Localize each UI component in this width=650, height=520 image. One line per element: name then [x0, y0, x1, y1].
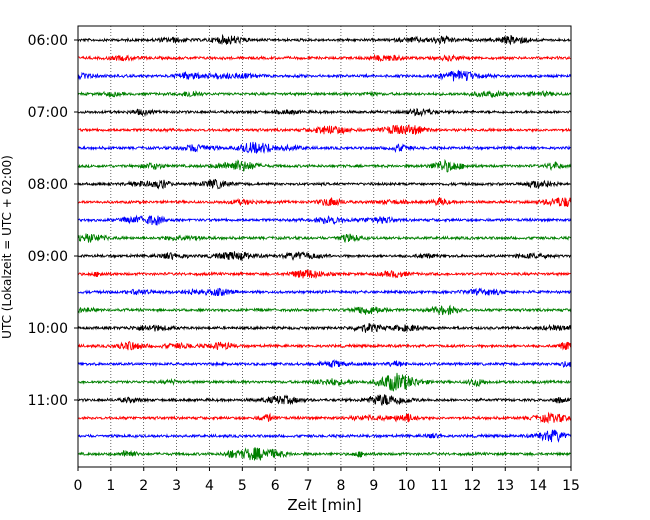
y-tick-label: 11:00 — [28, 393, 68, 409]
seismic-trace-0700 — [77, 107, 572, 118]
x-tick-label: 9 — [369, 478, 378, 494]
seismic-trace-0815 — [77, 197, 572, 207]
x-tick-label: 12 — [463, 478, 481, 494]
x-tick-label: 2 — [139, 478, 148, 494]
seismic-trace-1115 — [77, 411, 572, 424]
y-axis-ticks: 06:00 07:00 08:00 09:00 10:00 11:00 — [28, 33, 78, 409]
seismic-trace-0600 — [77, 33, 572, 46]
seismic-trace-1015 — [77, 340, 572, 351]
seismic-trace-0930 — [77, 287, 572, 297]
seismic-trace-1130 — [77, 429, 572, 443]
seismic-trace-1045 — [77, 372, 572, 392]
x-tick-label: 5 — [238, 478, 247, 494]
seismic-trace-0945 — [77, 304, 572, 316]
x-tick-label: 3 — [172, 478, 181, 494]
x-axis-ticks: 0 1 2 3 4 5 6 7 8 9 10 11 12 13 14 15 — [74, 467, 580, 494]
seismic-trace-0800 — [77, 178, 572, 190]
x-tick-label: 14 — [529, 478, 547, 494]
x-tick-label: 11 — [431, 478, 449, 494]
seismic-trace-0915 — [77, 268, 572, 280]
x-tick-label: 4 — [205, 478, 214, 494]
seismic-trace-0730 — [77, 141, 572, 155]
x-tick-label: 10 — [398, 478, 416, 494]
seismic-trace-1000 — [77, 322, 572, 333]
y-tick-label: 10:00 — [28, 321, 68, 337]
y-tick-label: 06:00 — [28, 33, 68, 49]
x-axis-label: Zeit [min] — [287, 496, 361, 514]
seismic-trace-1100 — [77, 394, 572, 406]
seismic-trace-0715 — [77, 124, 572, 135]
seismic-trace-1030 — [77, 358, 572, 369]
seismic-trace-0615 — [77, 53, 572, 63]
x-tick-label: 1 — [106, 478, 115, 494]
x-tick-label: 0 — [74, 478, 83, 494]
plot-area-frame — [77, 25, 572, 468]
x-tick-label: 15 — [562, 478, 580, 494]
x-tick-label: 7 — [304, 478, 313, 494]
seismic-trace-0830 — [77, 214, 572, 226]
seismic-trace-0900 — [77, 251, 572, 262]
x-tick-label: 13 — [496, 478, 514, 494]
seismic-trace-0845 — [77, 233, 572, 244]
y-axis-label: UTC (Lokalzeit = UTC + 02:00) — [0, 155, 14, 339]
x-tick-label: 6 — [271, 478, 280, 494]
y-tick-label: 07:00 — [28, 105, 68, 121]
y-tick-label: 09:00 — [28, 249, 68, 265]
seismic-trace-0630 — [77, 69, 572, 82]
x-tick-label: 8 — [336, 478, 345, 494]
seismic-trace-0745 — [77, 158, 572, 173]
seismic-trace-0645 — [77, 89, 572, 99]
trace-group — [77, 33, 572, 461]
seismic-trace-1145 — [77, 447, 572, 461]
y-tick-label: 08:00 — [28, 177, 68, 193]
